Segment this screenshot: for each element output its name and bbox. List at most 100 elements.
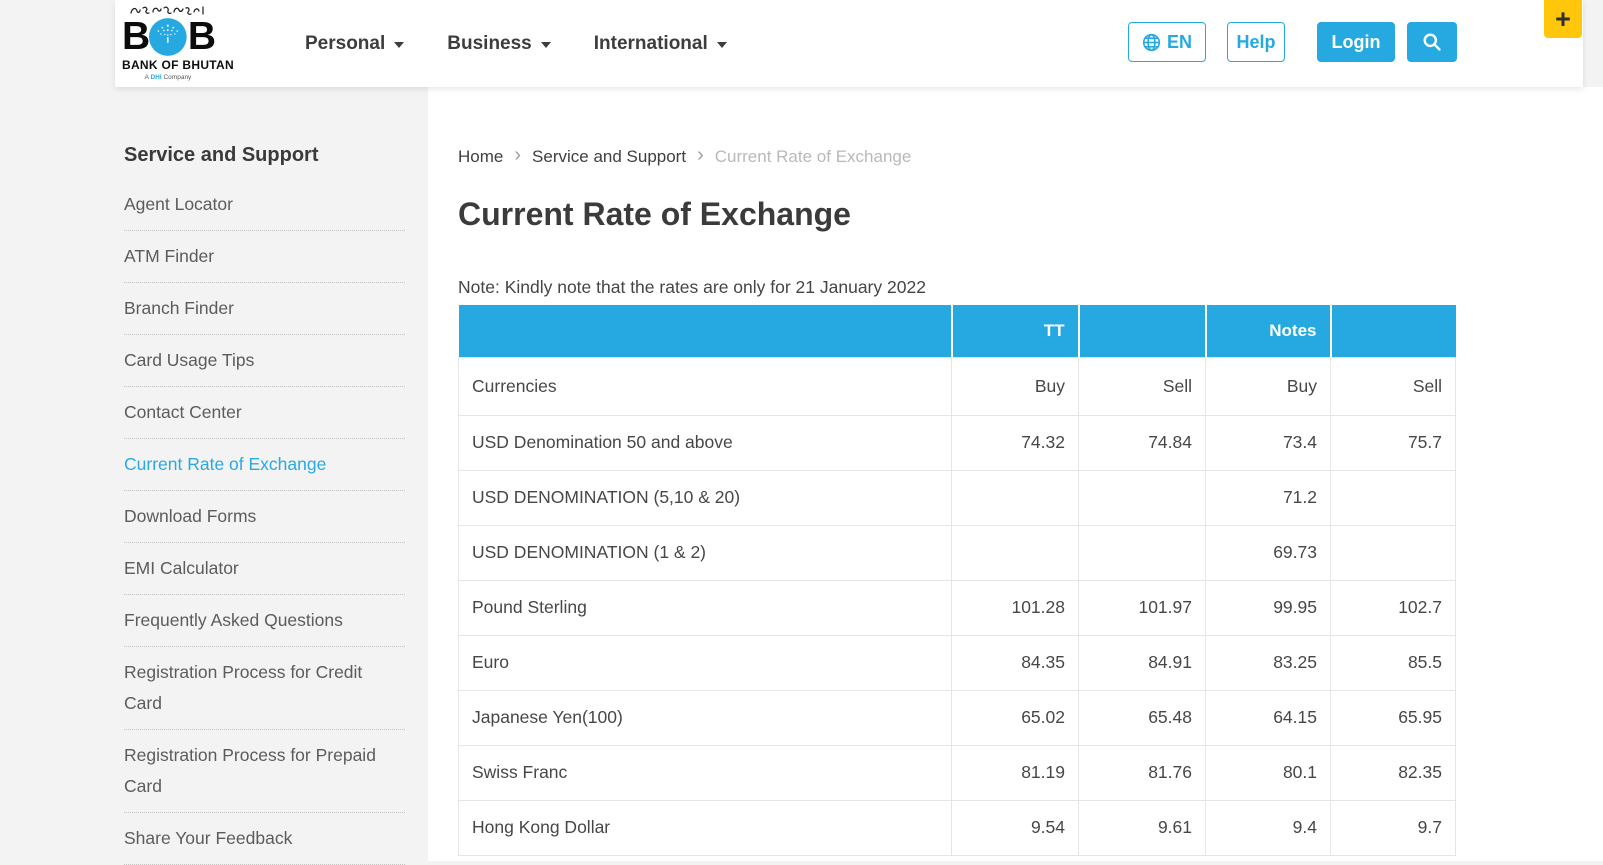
tt-buy-cell: 74.32 xyxy=(952,415,1079,470)
plus-icon: + xyxy=(1555,6,1571,33)
column-group-blank xyxy=(1079,305,1206,357)
chevron-down-icon xyxy=(394,42,404,48)
notes-sell-cell: 85.5 xyxy=(1331,635,1456,690)
currency-name-cell: Japanese Yen(100) xyxy=(459,690,952,745)
subheader-sell-4: Sell xyxy=(1331,357,1456,415)
currency-name-cell: Euro xyxy=(459,635,952,690)
tt-sell-cell xyxy=(1079,525,1206,580)
notes-buy-cell: 9.4 xyxy=(1206,800,1331,855)
sidebar-item-registration-process-for-credit-card[interactable]: Registration Process for Credit Card xyxy=(124,647,405,730)
sidebar-item-download-forms[interactable]: Download Forms xyxy=(124,491,405,543)
nav-item-label: International xyxy=(594,33,708,55)
sidebar-item-agent-locator[interactable]: Agent Locator xyxy=(124,179,405,231)
rate-date-note: Note: Kindly note that the rates are onl… xyxy=(458,277,1603,298)
nav-item-business[interactable]: Business xyxy=(447,33,550,55)
sidebar-title: Service and Support xyxy=(124,144,405,167)
search-button[interactable] xyxy=(1407,22,1457,62)
subheader-currencies: Currencies xyxy=(459,357,952,415)
notes-buy-cell: 64.15 xyxy=(1206,690,1331,745)
tt-buy-cell: 81.19 xyxy=(952,745,1079,800)
rates-table-body: CurrenciesBuySellBuySellUSD Denomination… xyxy=(459,357,1456,855)
globe-icon xyxy=(1142,33,1161,52)
sidebar-service-and-support: Service and Support Agent LocatorATM Fin… xyxy=(124,144,405,865)
sidebar-item-share-your-feedback[interactable]: Share Your Feedback xyxy=(124,813,405,865)
sidebar-item-atm-finder[interactable]: ATM Finder xyxy=(124,231,405,283)
currency-name-cell: Swiss Franc xyxy=(459,745,952,800)
subheader-sell-2: Sell xyxy=(1079,357,1206,415)
chevron-right-icon: › xyxy=(697,145,704,168)
subheader-buy-3: Buy xyxy=(1206,357,1331,415)
logo-tagline: A DHI Company xyxy=(122,74,214,81)
bank-logo[interactable]: B B BANK OF BHUTAN A DHI xyxy=(122,4,214,81)
accessibility-toggle-button[interactable]: + xyxy=(1544,0,1582,38)
page-title: Current Rate of Exchange xyxy=(458,196,1603,233)
notes-sell-cell xyxy=(1331,470,1456,525)
table-row: Euro84.3584.9183.2585.5 xyxy=(459,635,1456,690)
table-row: USD DENOMINATION (1 & 2) 69.73 xyxy=(459,525,1456,580)
sidebar-item-branch-finder[interactable]: Branch Finder xyxy=(124,283,405,335)
main-content: Home › Service and Support › Current Rate of… xyxy=(428,87,1603,861)
table-row: Japanese Yen(100)65.0265.4864.1565.95 xyxy=(459,690,1456,745)
notes-buy-cell: 69.73 xyxy=(1206,525,1331,580)
currency-name-cell: USD DENOMINATION (1 & 2) xyxy=(459,525,952,580)
tt-sell-cell: 101.97 xyxy=(1079,580,1206,635)
tt-buy-cell: 101.28 xyxy=(952,580,1079,635)
breadcrumb-home[interactable]: Home xyxy=(458,147,503,167)
table-subheader-row: CurrenciesBuySellBuySell xyxy=(459,357,1456,415)
notes-sell-cell: 82.35 xyxy=(1331,745,1456,800)
breadcrumb-service-and-support[interactable]: Service and Support xyxy=(532,147,686,167)
notes-sell-cell: 75.7 xyxy=(1331,415,1456,470)
table-row: USD DENOMINATION (5,10 & 20) 71.2 xyxy=(459,470,1456,525)
column-group-blank xyxy=(459,305,952,357)
logo-bank-name: BANK OF BHUTAN xyxy=(122,58,214,72)
notes-sell-cell: 102.7 xyxy=(1331,580,1456,635)
subheader-buy-1: Buy xyxy=(952,357,1079,415)
chevron-right-icon: › xyxy=(514,145,521,168)
logo-letter-b-right: B xyxy=(188,18,214,56)
tt-buy-cell xyxy=(952,470,1079,525)
tt-sell-cell: 65.48 xyxy=(1079,690,1206,745)
notes-sell-cell xyxy=(1331,525,1456,580)
sidebar-item-frequently-asked-questions[interactable]: Frequently Asked Questions xyxy=(124,595,405,647)
currency-name-cell: Pound Sterling xyxy=(459,580,952,635)
breadcrumb-current-rate-of-exchange: Current Rate of Exchange xyxy=(715,147,912,167)
currency-name-cell: USD DENOMINATION (5,10 & 20) xyxy=(459,470,952,525)
tt-buy-cell xyxy=(952,525,1079,580)
tt-buy-cell: 84.35 xyxy=(952,635,1079,690)
column-group-notes: Notes xyxy=(1206,305,1331,357)
chevron-down-icon xyxy=(541,42,551,48)
table-group-header-row: TT Notes xyxy=(459,305,1456,357)
tt-buy-cell: 65.02 xyxy=(952,690,1079,745)
logo-tree-circle-icon xyxy=(149,18,187,56)
logo-acronym: B B xyxy=(122,18,214,56)
search-icon xyxy=(1422,32,1442,52)
notes-buy-cell: 71.2 xyxy=(1206,470,1331,525)
sidebar-menu: Agent LocatorATM FinderBranch FinderCard… xyxy=(124,179,405,865)
nav-item-international[interactable]: International xyxy=(594,33,727,55)
sidebar-item-contact-center[interactable]: Contact Center xyxy=(124,387,405,439)
sidebar-item-registration-process-for-prepaid-card[interactable]: Registration Process for Prepaid Card xyxy=(124,730,405,813)
login-button[interactable]: Login xyxy=(1317,22,1395,62)
table-row: Hong Kong Dollar9.549.619.49.7 xyxy=(459,800,1456,855)
nav-item-label: Business xyxy=(447,33,531,55)
tt-sell-cell xyxy=(1079,470,1206,525)
help-button[interactable]: Help xyxy=(1227,22,1285,62)
notes-buy-cell: 80.1 xyxy=(1206,745,1331,800)
notes-buy-cell: 73.4 xyxy=(1206,415,1331,470)
tt-sell-cell: 74.84 xyxy=(1079,415,1206,470)
column-group-tt: TT xyxy=(952,305,1079,357)
sidebar-item-emi-calculator[interactable]: EMI Calculator xyxy=(124,543,405,595)
sidebar-item-card-usage-tips[interactable]: Card Usage Tips xyxy=(124,335,405,387)
exchange-rates-table: TTNotes CurrenciesBuySellBuySellUSD Deno… xyxy=(458,305,1456,856)
language-button[interactable]: EN xyxy=(1128,22,1206,62)
sidebar-item-current-rate-of-exchange[interactable]: Current Rate of Exchange xyxy=(124,439,405,491)
tt-sell-cell: 84.91 xyxy=(1079,635,1206,690)
tt-sell-cell: 81.76 xyxy=(1079,745,1206,800)
currency-name-cell: USD Denomination 50 and above xyxy=(459,415,952,470)
nav-item-label: Personal xyxy=(305,33,385,55)
nav-item-personal[interactable]: Personal xyxy=(305,33,404,55)
logo-letter-b-left: B xyxy=(122,18,148,56)
table-row: USD Denomination 50 and above74.3274.847… xyxy=(459,415,1456,470)
site-header: B B BANK OF BHUTAN A DHI xyxy=(115,0,1583,87)
notes-sell-cell: 9.7 xyxy=(1331,800,1456,855)
